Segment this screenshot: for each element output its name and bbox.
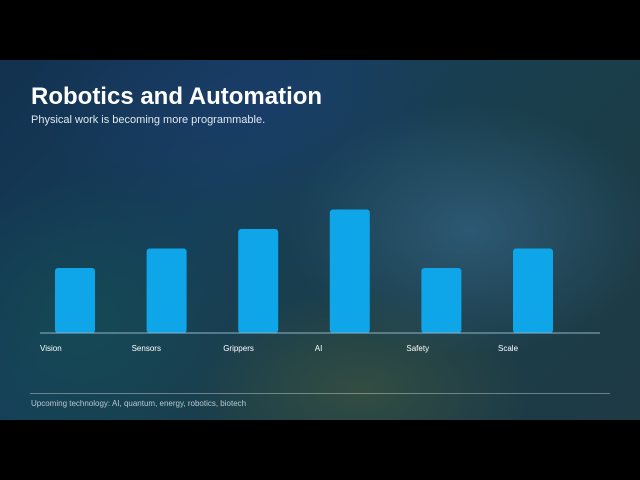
bar-sensors — [146, 248, 187, 333]
category-label-vision: Vision — [40, 344, 62, 353]
category-label-sensors: Sensors — [132, 344, 161, 353]
footer-divider — [30, 393, 610, 394]
category-label-ai: AI — [315, 344, 323, 353]
bar-safety — [421, 268, 462, 333]
bar-vision — [55, 268, 95, 333]
slide-footer: Upcoming technology: AI, quantum, energy… — [31, 399, 247, 408]
bar-chart: Vision Sensors Grippers AI Safety Scale — [40, 209, 600, 353]
bar-scale — [513, 248, 553, 333]
category-label-grippers: Grippers — [223, 344, 254, 353]
category-label-scale: Scale — [498, 344, 519, 353]
category-label-safety: Safety — [406, 344, 429, 353]
bar-ai — [329, 209, 370, 333]
slide-title: Robotics and Automation — [31, 83, 323, 110]
slide: Robotics and Automation Physical work is… — [0, 60, 640, 420]
bar-grippers — [238, 229, 279, 333]
slide-subtitle: Physical work is becoming more programma… — [31, 114, 266, 126]
